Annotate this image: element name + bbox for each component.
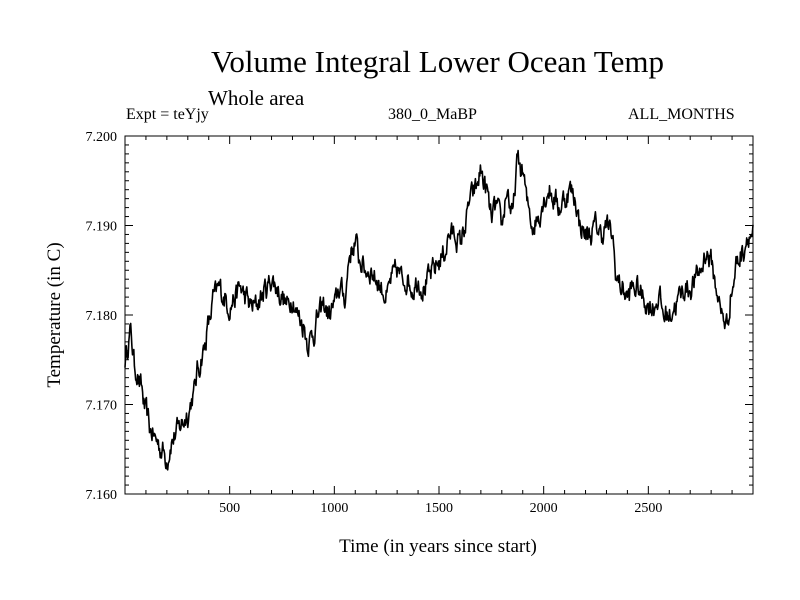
chart-subtitle: Whole area: [208, 86, 305, 110]
x-axis-label: Time (in years since start): [339, 536, 537, 557]
axis-ticks: [125, 136, 753, 494]
x-tick-label: 1500: [425, 501, 453, 516]
plot-frame: [124, 135, 754, 495]
experiment-label: Expt = teYjy: [126, 106, 209, 123]
y-tick-label: 7.180: [86, 309, 118, 324]
months-label: ALL_MONTHS: [628, 106, 735, 123]
y-tick-label: 7.190: [86, 220, 118, 235]
x-tick-label: 2000: [530, 501, 558, 516]
x-tick-label: 2500: [634, 501, 662, 516]
y-tick-labels: 7.160 7.170 7.180 7.190 7.200: [86, 130, 118, 503]
series-line: [124, 149, 754, 471]
chart-title: Volume Integral Lower Ocean Temp: [211, 44, 664, 79]
period-label: 380_0_MaBP: [388, 106, 477, 123]
y-tick-label: 7.160: [86, 488, 118, 503]
y-axis-label: Temperature (in C): [44, 242, 65, 388]
x-tick-label: 1000: [320, 501, 348, 516]
series-group: [124, 149, 754, 471]
y-tick-label: 7.170: [86, 399, 118, 414]
x-tick-label: 500: [219, 501, 240, 516]
x-tick-labels: 500 1000 1500 2000 2500: [219, 501, 662, 516]
y-tick-label: 7.200: [86, 130, 118, 145]
